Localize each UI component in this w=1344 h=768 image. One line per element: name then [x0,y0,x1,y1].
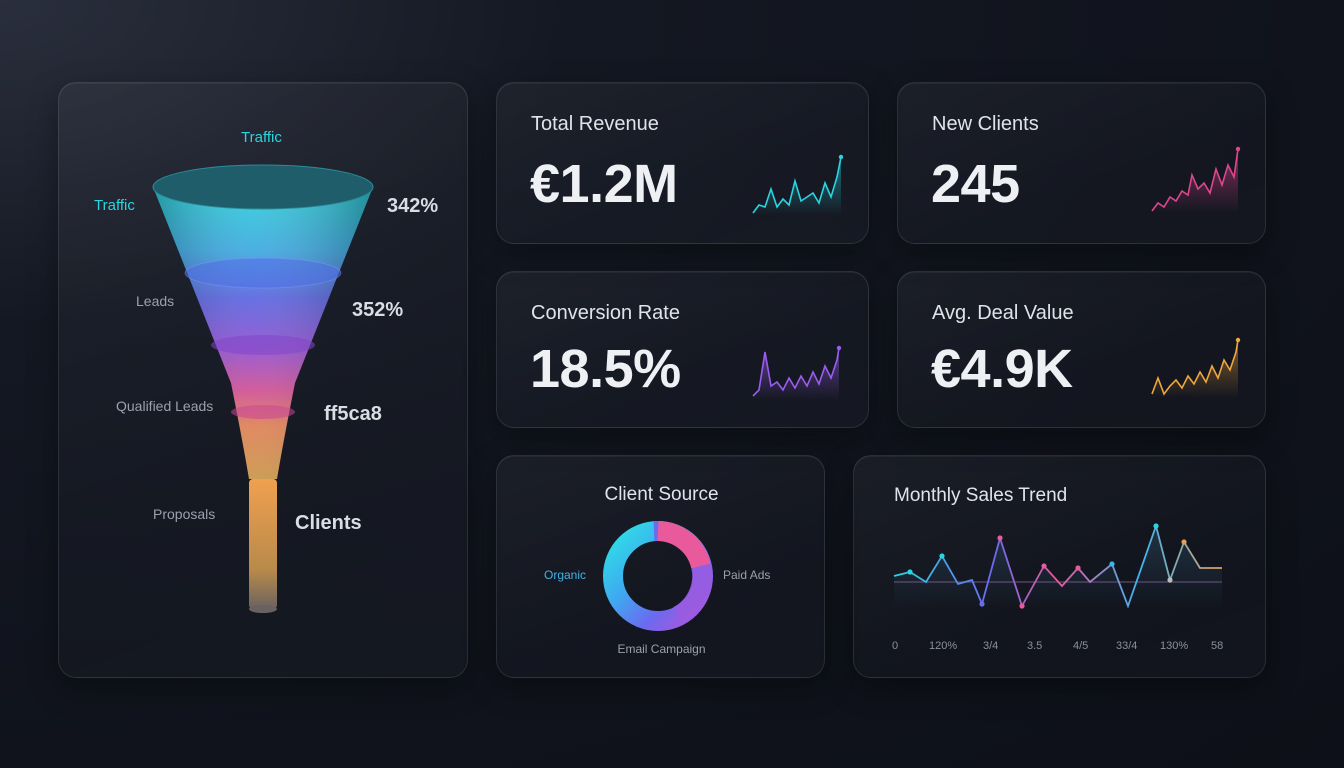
funnel-card: Traffic [58,82,468,678]
funnel-stage-label-leads: Leads [136,293,175,309]
funnel-stage-value-qualified: ff5ca8 [324,403,382,425]
monthly-sales-trend-chart [893,522,1222,609]
funnel-stage-label-qualified: Qualified Leads [116,398,214,414]
sparkline-avg-deal-value [1151,337,1241,398]
trend-tick: 3.5 [1027,640,1043,652]
funnel-ring-proposals [231,405,295,419]
client-source-title: Client Source [604,484,719,505]
funnel-top-rim [152,164,374,210]
funnel-stem [249,479,277,609]
trend-line [893,522,1222,609]
funnel-stage-label-proposals: Proposals [153,506,216,522]
sparkline-conversion-rate [752,345,842,400]
funnel-top-caption: Traffic [241,129,282,146]
kpi-value: 245 [931,154,1020,214]
kpi-card-total-revenue[interactable]: Total Revenue €1.2M [496,82,869,244]
trend-tick: 130% [1160,640,1189,652]
funnel-ring-qualified [211,335,315,355]
kpi-title: Avg. Deal Value [932,302,1074,324]
client-source-label-paid-ads: Paid Ads [723,568,771,582]
kpi-value: €4.9K [931,339,1073,399]
trend-tick: 4/5 [1073,640,1089,652]
client-source-label-organic: Organic [544,568,587,582]
kpi-card-conversion-rate[interactable]: Conversion Rate 18.5% [496,271,869,428]
kpi-value: €1.2M [530,154,678,214]
funnel-ring-leads [184,257,342,289]
kpi-value: 18.5% [530,339,681,399]
trend-tick: 33/4 [1116,640,1138,652]
funnel-stage-value-leads: 352% [352,299,404,321]
trend-tick: 0 [892,640,899,652]
sparkline-new-clients [1151,146,1241,213]
kpi-title: Total Revenue [531,113,659,135]
funnel-chart [152,164,374,613]
monthly-sales-trend-title: Monthly Sales Trend [894,485,1068,506]
trend-tick: 120% [929,640,958,652]
kpi-card-avg-deal-value[interactable]: Avg. Deal Value €4.9K [897,271,1266,428]
funnel-stage-value-clients: Clients [295,512,362,534]
kpi-title: New Clients [932,113,1039,135]
trend-tick: 3/4 [983,640,999,652]
client-source-card[interactable]: Client Source Organic Paid Ads Email Cam… [496,455,825,678]
funnel-stage-value-traffic: 342% [387,195,439,217]
donut-segment-paid-ads [657,521,711,569]
funnel-stage-label-traffic: Traffic [94,197,135,214]
sparkline-revenue [752,154,844,215]
client-source-donut [603,520,713,631]
kpi-card-new-clients[interactable]: New Clients 245 [897,82,1266,244]
client-source-label-email-campaign: Email Campaign [617,642,706,656]
kpi-title: Conversion Rate [531,302,680,324]
trend-tick: 58 [1211,640,1224,652]
donut-segment-email [672,563,713,625]
monthly-sales-trend-card[interactable]: Monthly Sales Trend 0 [853,455,1266,678]
